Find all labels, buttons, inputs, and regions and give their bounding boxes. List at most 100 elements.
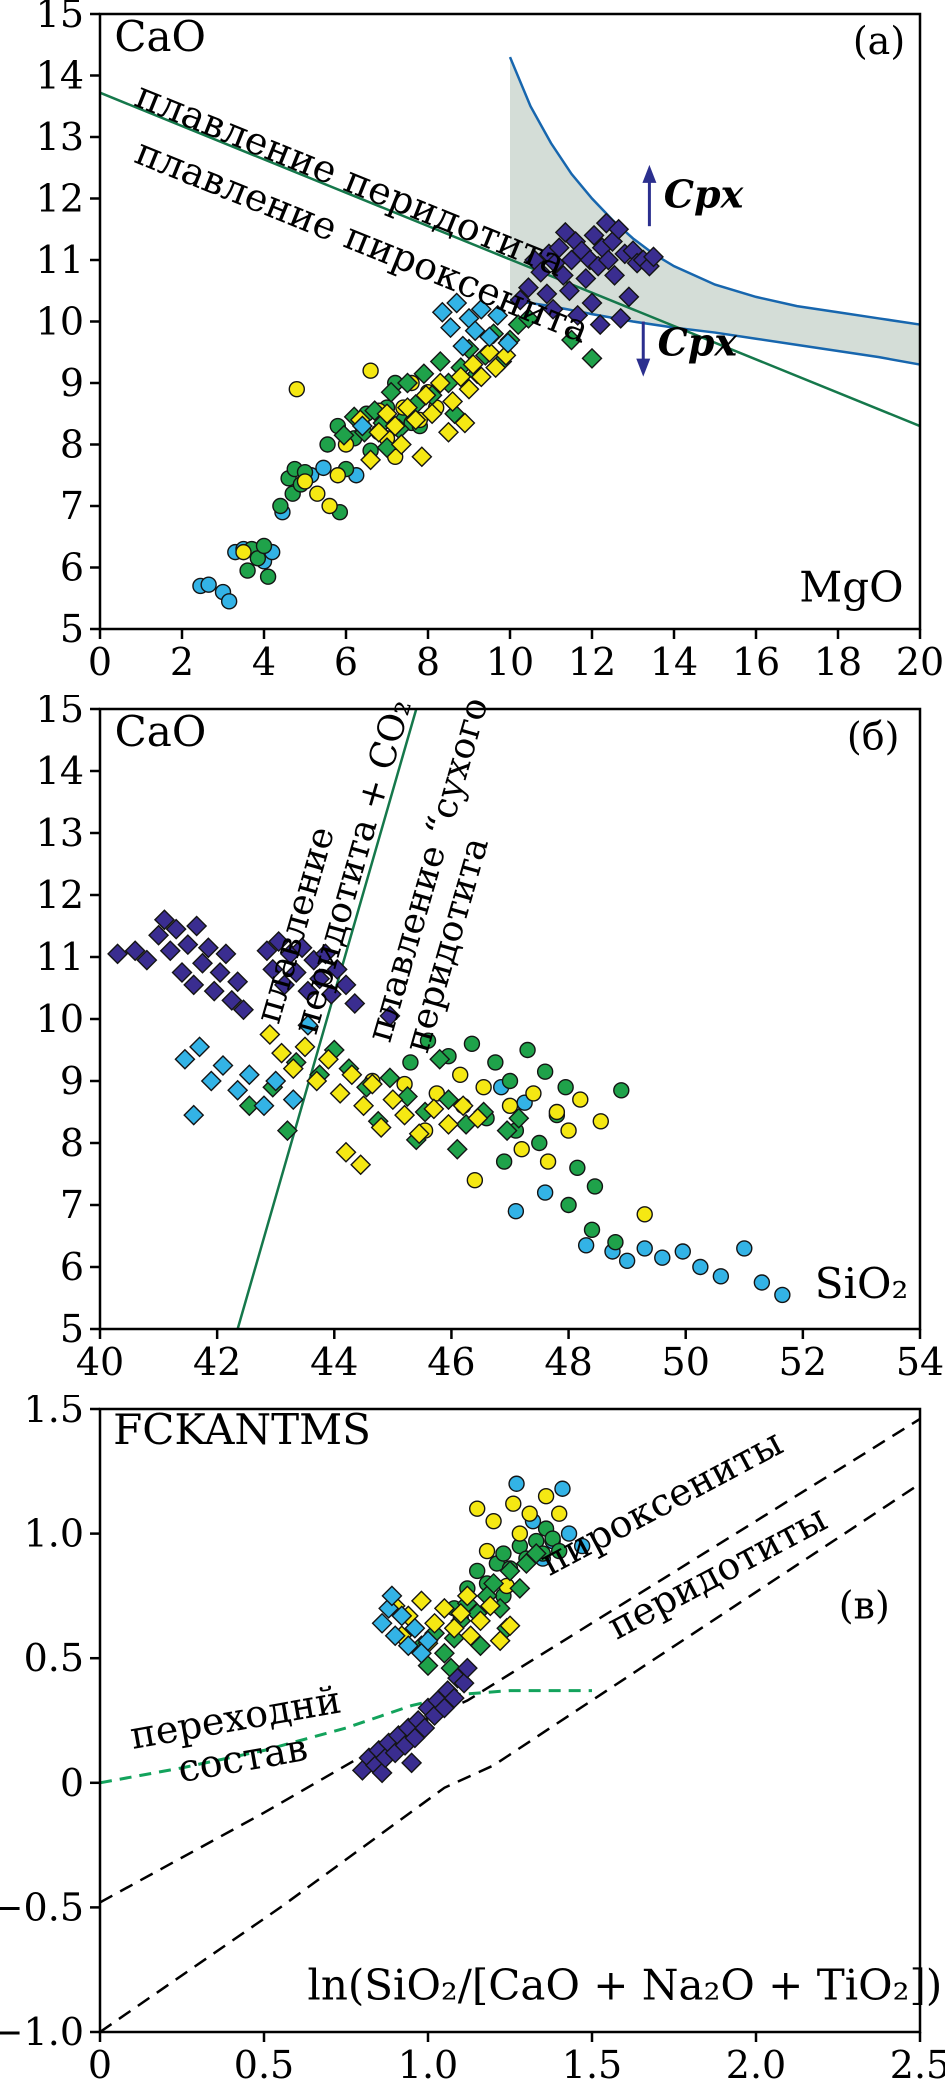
data-point: [610, 307, 632, 329]
data-point: [414, 1717, 436, 1739]
data-point: [495, 1545, 512, 1562]
data-point: [394, 1104, 416, 1126]
data-point: [581, 347, 603, 369]
y-tick-label: 13: [36, 115, 84, 159]
data-point: [433, 1642, 455, 1664]
x-tick-label: 54: [896, 1340, 944, 1384]
y-tick-label: 1.5: [24, 1395, 84, 1431]
data-point: [607, 1234, 624, 1251]
data-point: [442, 390, 464, 412]
data-point: [452, 1095, 474, 1117]
data-point: [446, 292, 468, 314]
data-point: [107, 943, 129, 965]
x-tick-label: 50: [662, 1340, 710, 1384]
data-point: [525, 1543, 547, 1565]
data-point: [569, 1159, 586, 1176]
data-point: [268, 931, 290, 952]
y-tick-label: 10: [36, 300, 84, 344]
data-point: [415, 384, 437, 406]
data-point: [296, 473, 314, 490]
data-point: [551, 1542, 568, 1560]
data-point: [433, 1597, 455, 1619]
data-point: [475, 1079, 492, 1096]
data-point: [360, 449, 382, 471]
data-point: [408, 1123, 430, 1145]
data-point: [485, 357, 507, 379]
data-point: [450, 366, 472, 388]
data-point: [501, 1097, 519, 1114]
data-point: [597, 249, 619, 271]
data-point: [431, 301, 453, 323]
data-point: [397, 1086, 418, 1107]
x-tick-label: 4: [252, 640, 276, 684]
data-point: [536, 1184, 554, 1201]
data-point: [410, 1590, 432, 1612]
data-point: [350, 1154, 372, 1176]
data-point: [285, 962, 307, 983]
data-point: [536, 283, 558, 305]
data-point: [297, 1014, 319, 1036]
data-point: [183, 974, 205, 996]
data-point: [453, 1672, 475, 1694]
y-tick-label: 15: [36, 695, 84, 731]
data-point: [513, 1141, 530, 1158]
data-point: [335, 1141, 357, 1163]
data-point: [239, 562, 256, 579]
data-point: [554, 1480, 571, 1497]
data-point: [381, 1585, 403, 1607]
series-dark-blue-diamonds: [107, 909, 401, 1027]
data-point: [309, 485, 326, 502]
data-point: [552, 264, 574, 286]
data-point: [227, 1079, 249, 1101]
plot-frame: [98, 707, 922, 1331]
data-point: [497, 332, 519, 354]
y-tick-label: 12: [36, 177, 84, 221]
data-point: [674, 1243, 691, 1260]
data-point: [209, 962, 231, 983]
data-point: [174, 1048, 196, 1070]
data-point: [391, 1605, 413, 1627]
data-point: [542, 298, 564, 320]
x-tick-label: 42: [193, 1340, 241, 1384]
series-yellow-circles: [235, 362, 445, 561]
data-point: [460, 1625, 482, 1647]
data-point: [235, 543, 252, 561]
data-point: [463, 1035, 481, 1052]
data-point: [548, 1103, 566, 1121]
y-tick-label: 14: [36, 54, 84, 98]
data-point: [317, 1048, 339, 1070]
data-point: [171, 962, 193, 983]
data-point: [297, 980, 319, 1002]
data-point: [560, 1122, 577, 1139]
data-point: [618, 1252, 636, 1269]
x-tick-label: 0.5: [234, 2043, 294, 2087]
y-tick-label: 9: [60, 1059, 84, 1103]
data-point: [276, 1120, 298, 1142]
y-axis-title: CaO: [114, 12, 206, 61]
data-point: [413, 363, 435, 385]
panel-letter: (а): [853, 19, 905, 63]
peridotite-boundary-dashed: [99, 1482, 921, 2034]
data-point: [438, 421, 459, 443]
series-light-blue-diamonds: [174, 1014, 319, 1126]
data-point: [315, 943, 336, 965]
x-tick-label: 2.5: [890, 2043, 945, 2087]
y-axis-title: FCKANTMS: [113, 1405, 371, 1454]
data-point: [306, 1070, 328, 1092]
data-point: [189, 1036, 211, 1058]
data-point: [380, 381, 402, 403]
data-point: [458, 378, 480, 400]
series-light-blue-circles: [493, 1079, 791, 1304]
data-point: [212, 1055, 234, 1076]
data-point: [466, 1172, 484, 1189]
x-tick-label: 18: [814, 640, 862, 684]
series-dark-blue-diamonds: [351, 1657, 478, 1784]
data-point: [256, 940, 278, 962]
y-tick-label: 9: [60, 361, 84, 405]
x-tick-label: 0: [88, 640, 112, 684]
y-tick-label: 8: [60, 423, 84, 467]
y-tick-label: 1.0: [24, 1512, 84, 1556]
data-point: [508, 1475, 525, 1492]
data-point: [405, 409, 427, 431]
